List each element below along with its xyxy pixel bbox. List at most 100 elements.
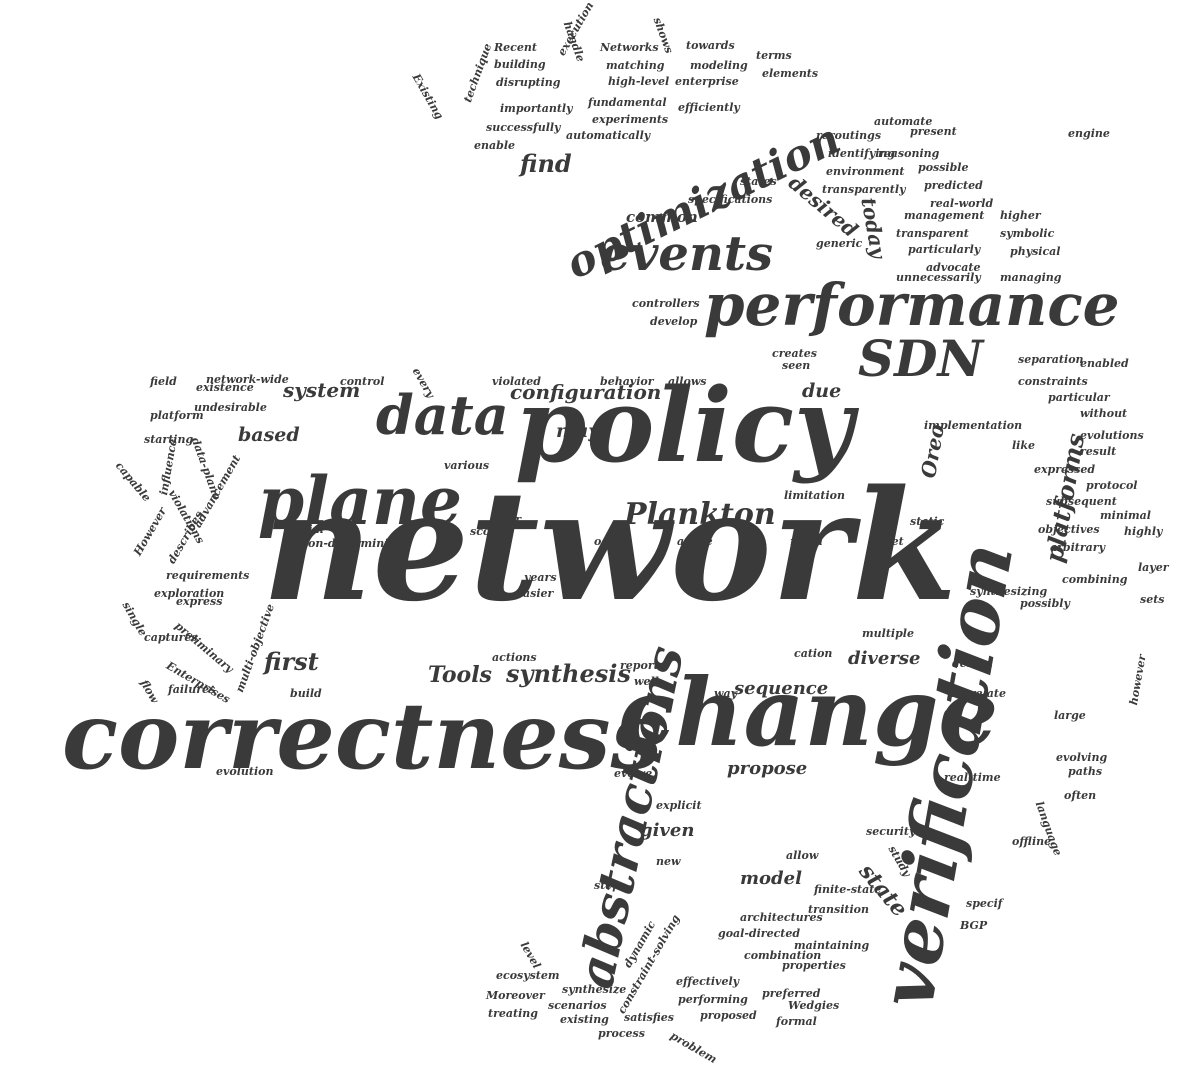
word-evolutions: evolutions xyxy=(1080,429,1144,442)
word-networks: Networks xyxy=(600,41,659,54)
word-occur: occur xyxy=(594,535,629,548)
word-real-world: real-world xyxy=(930,197,994,210)
word-high-level: high-level xyxy=(608,75,670,88)
word-like: like xyxy=(1012,439,1035,452)
word-ecosystem: ecosystem xyxy=(496,969,560,982)
word-generic: generic xyxy=(816,237,863,250)
word-specifications: specifications xyxy=(688,193,773,206)
word-particular: particular xyxy=(1048,391,1110,404)
word-modeling: modeling xyxy=(690,59,748,72)
word-seen: seen xyxy=(782,359,811,372)
word-configuration: configuration xyxy=(510,380,662,404)
word-particularly: particularly xyxy=(908,243,981,256)
word-correctness: correctness xyxy=(62,682,663,790)
word-environment: environment xyxy=(826,165,905,178)
word-failures: failures xyxy=(168,683,216,696)
word-moreover: Moreover xyxy=(486,989,545,1002)
word-satisfies: satisfies xyxy=(624,1011,674,1024)
word-allow: allow xyxy=(786,849,819,862)
word-subsequent: subsequent xyxy=(1046,495,1117,508)
word-actions: actions xyxy=(492,651,537,664)
word-correlate: correlate xyxy=(950,687,1007,700)
word-architectures: architectures xyxy=(740,911,823,924)
word-preferred: preferred xyxy=(762,987,821,1000)
word-arbitrary: arbitrary xyxy=(1050,541,1105,554)
word-present: present xyxy=(910,125,957,138)
word-possibly: possibly xyxy=(1020,597,1070,610)
word-importantly: importantly xyxy=(500,102,573,115)
word-based: based xyxy=(238,424,300,446)
word-allows: allows xyxy=(668,375,707,388)
word-combining: combining xyxy=(1062,573,1128,586)
word-synthesizing: synthesizing xyxy=(970,585,1048,598)
word-new: new xyxy=(656,855,681,868)
word-identifying: identifying xyxy=(828,147,896,160)
word-change: change xyxy=(618,658,999,768)
word-highly: highly xyxy=(1124,525,1163,538)
word-field: field xyxy=(150,375,177,388)
word-paths: paths xyxy=(1068,765,1103,778)
word-evolving: evolving xyxy=(1056,751,1108,764)
word-data: data xyxy=(376,383,509,447)
word-tools: Tools xyxy=(428,662,492,688)
word-easier: easier xyxy=(516,587,554,600)
word-network: network xyxy=(262,456,958,635)
word-transition: transition xyxy=(808,903,869,916)
word-synthesize: synthesize xyxy=(562,983,627,996)
word-common: common xyxy=(626,208,698,226)
word-real-time: real-time xyxy=(944,771,1001,784)
word-model: model xyxy=(740,868,802,889)
word-matching: matching xyxy=(606,59,665,72)
word-plankton: Plankton xyxy=(624,497,776,532)
word-effectively: effectively xyxy=(676,975,740,988)
word-terms: terms xyxy=(756,49,792,62)
word-given: given xyxy=(640,820,695,841)
word-specif: specif xyxy=(966,897,1003,910)
word-capable: capable xyxy=(112,459,154,505)
word-evolve: evolve xyxy=(614,767,653,780)
word-management: management xyxy=(904,209,985,222)
word-often: often xyxy=(1064,789,1097,802)
word-explicit: explicit xyxy=(656,799,702,812)
word-predicted: predicted xyxy=(924,179,983,192)
word-constraints: constraints xyxy=(1018,375,1088,388)
word-non-deterministic: non-deterministic xyxy=(300,537,411,550)
word-platform: platform xyxy=(150,409,204,422)
word-fundamental: fundamental xyxy=(588,96,667,109)
word-building: building xyxy=(494,58,546,71)
word-language: language xyxy=(1032,799,1065,858)
word-events: events xyxy=(600,226,774,282)
word-evolution: evolution xyxy=(216,765,274,778)
word-technique: technique xyxy=(461,41,495,105)
word-without: without xyxy=(1080,407,1128,420)
word-treating: treating xyxy=(488,1007,538,1020)
word-however: However xyxy=(131,505,170,558)
word-higher: higher xyxy=(1000,209,1041,222)
word-initial: Initial xyxy=(286,523,324,536)
word-controllers: controllers xyxy=(632,297,700,310)
word-efficiently: efficiently xyxy=(678,101,740,114)
word-performance: performance xyxy=(704,271,1120,339)
word-offline: offline xyxy=(1012,835,1052,848)
word-objectives: objectives xyxy=(1038,523,1100,536)
word-possible: possible xyxy=(918,161,969,174)
word-enterprise: enterprise xyxy=(675,75,739,88)
word-process: process xyxy=(598,1027,645,1040)
word-requirements: requirements xyxy=(166,569,250,582)
word-disrupting: disrupting xyxy=(496,76,561,89)
word-met: met xyxy=(880,535,904,548)
word-undesirable: undesirable xyxy=(194,401,267,414)
word-expressed: expressed xyxy=(1034,463,1096,476)
word-behavior: behavior xyxy=(600,375,654,388)
word-managing: managing xyxy=(1000,271,1062,284)
word-states: states xyxy=(740,175,777,188)
word-policy: policy xyxy=(515,366,854,486)
word-scope: scope xyxy=(470,525,505,538)
word-experiments: experiments xyxy=(592,113,669,126)
word-physical: physical xyxy=(1010,245,1061,258)
word-transparently: transparently xyxy=(822,183,906,196)
word-system: system xyxy=(283,378,361,402)
word-various: various xyxy=(444,459,490,472)
word-separation: separation xyxy=(1018,353,1084,366)
